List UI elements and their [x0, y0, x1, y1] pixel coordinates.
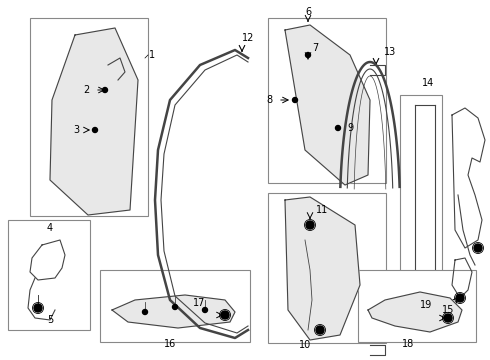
Text: 2: 2: [83, 85, 89, 95]
Polygon shape: [285, 25, 370, 185]
Text: 11: 11: [316, 205, 328, 215]
Bar: [100, 270, 250, 342]
Text: 8: 8: [266, 95, 272, 105]
Bar: [30, 18, 148, 216]
Text: 17: 17: [193, 298, 205, 308]
Circle shape: [316, 326, 324, 334]
Circle shape: [102, 87, 107, 93]
Text: 3: 3: [73, 125, 79, 135]
Circle shape: [143, 310, 147, 315]
Text: 7: 7: [312, 43, 318, 53]
Text: 5: 5: [47, 315, 53, 325]
Text: 18: 18: [402, 339, 414, 349]
Text: 13: 13: [384, 47, 396, 57]
Circle shape: [444, 314, 452, 322]
Polygon shape: [50, 28, 138, 215]
Circle shape: [456, 294, 464, 302]
Circle shape: [293, 98, 297, 103]
Polygon shape: [112, 295, 235, 328]
Text: 12: 12: [242, 33, 254, 43]
Circle shape: [306, 221, 314, 229]
Circle shape: [34, 304, 42, 312]
Circle shape: [172, 305, 177, 310]
Circle shape: [202, 307, 207, 312]
Polygon shape: [368, 292, 462, 332]
Text: 1: 1: [149, 50, 155, 60]
Bar: [268, 193, 386, 343]
Text: 19: 19: [420, 300, 432, 310]
Circle shape: [336, 126, 341, 130]
Text: 10: 10: [299, 340, 311, 350]
Text: 14: 14: [422, 78, 434, 88]
Text: 9: 9: [347, 123, 353, 133]
Text: 15: 15: [442, 305, 454, 315]
Circle shape: [221, 311, 229, 319]
Text: 6: 6: [305, 7, 311, 17]
Text: 16: 16: [164, 339, 176, 349]
Bar: [358, 270, 476, 342]
Circle shape: [93, 127, 98, 132]
Polygon shape: [285, 197, 360, 340]
Circle shape: [474, 244, 482, 252]
Text: 4: 4: [47, 223, 53, 233]
Bar: [268, 18, 386, 183]
Bar: [400, 95, 442, 300]
Bar: [8, 220, 90, 330]
Circle shape: [305, 53, 311, 58]
